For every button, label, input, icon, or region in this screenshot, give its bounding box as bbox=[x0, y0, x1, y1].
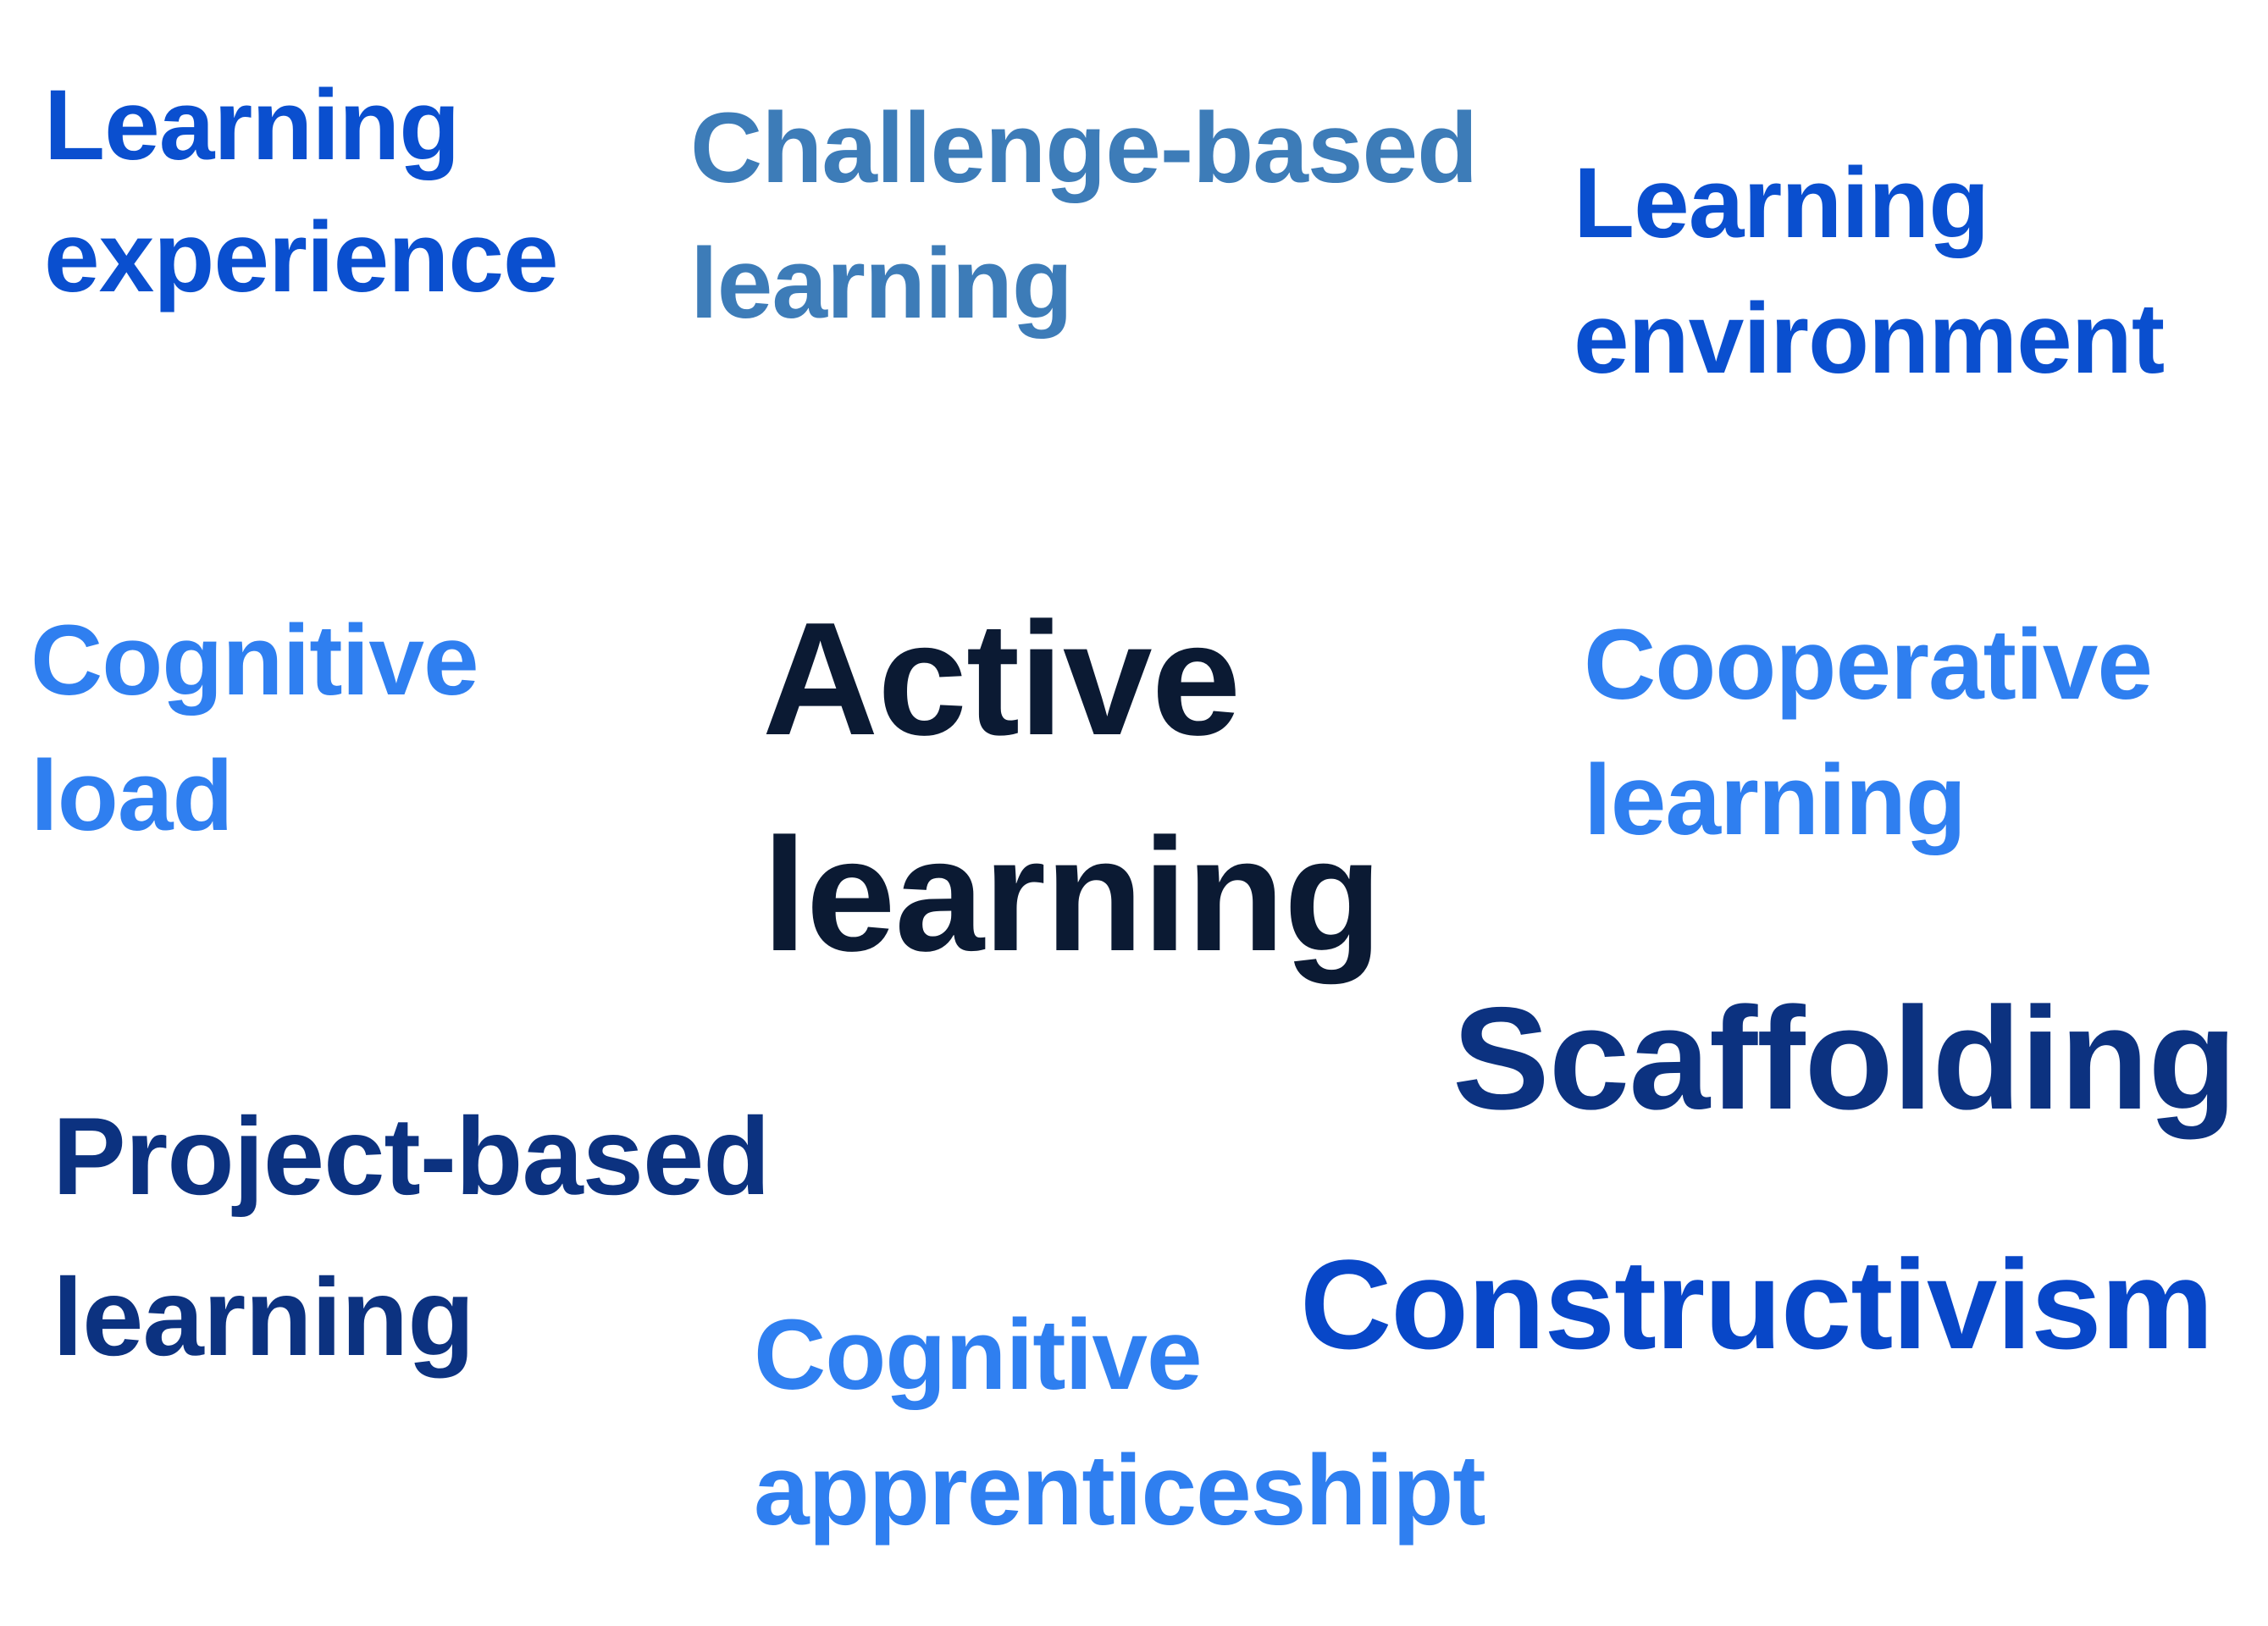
term-line: load bbox=[30, 740, 234, 852]
term-learning-experience: Learning experience bbox=[44, 59, 559, 324]
term-line: learning bbox=[1584, 744, 1967, 856]
term-line: environment bbox=[1574, 283, 2165, 395]
term-line: learning bbox=[53, 1255, 475, 1379]
term-cognitive-apprenticeship: Cognitive apprenticeshipt bbox=[754, 1287, 1486, 1558]
term-line: apprenticeshipt bbox=[754, 1435, 1486, 1546]
term-line: experience bbox=[44, 202, 559, 313]
term-cooperative-learning: Cooperative learning bbox=[1584, 597, 2153, 868]
term-learning-environment: Learning environment bbox=[1574, 136, 2165, 406]
term-active-learning: Active learning bbox=[762, 572, 1382, 1004]
term-line: learning bbox=[690, 228, 1073, 340]
term-line: Learning bbox=[44, 69, 460, 181]
term-line: Challenge-based bbox=[690, 92, 1478, 204]
term-line: Cognitive bbox=[30, 605, 479, 716]
term-scaffolding: Scaffolding bbox=[1452, 974, 2237, 1143]
term-constructivism: Constructivism bbox=[1300, 1228, 2214, 1380]
term-line: Scaffolding bbox=[1452, 977, 2237, 1140]
term-line: learning bbox=[762, 805, 1382, 985]
term-line: Active bbox=[762, 589, 1241, 769]
term-line: Learning bbox=[1574, 147, 1989, 259]
term-challenge-based-learning: Challenge-based learning bbox=[690, 80, 1478, 351]
term-project-based-learning: Project-based learning bbox=[53, 1076, 771, 1397]
term-line: Cooperative bbox=[1584, 609, 2153, 721]
term-cognitive-load: Cognitive load bbox=[30, 593, 479, 864]
term-line: Cognitive bbox=[754, 1299, 1203, 1411]
term-line: Constructivism bbox=[1300, 1233, 2214, 1375]
term-line: Project-based bbox=[53, 1094, 771, 1218]
